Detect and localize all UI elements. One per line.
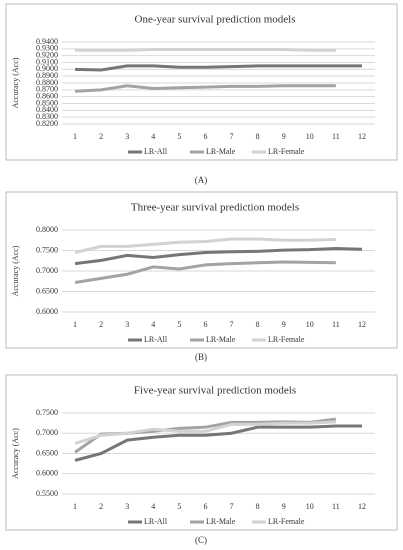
x-tick-label: 10 xyxy=(306,320,314,329)
x-tick-label: 11 xyxy=(332,502,340,511)
x-tick-label: 9 xyxy=(282,502,286,511)
legend-label: LR-All xyxy=(144,335,168,344)
chart-title: Three-year survival prediction models xyxy=(131,202,299,214)
x-tick-label: 11 xyxy=(332,320,340,329)
y-tick-label: 0.9200 xyxy=(36,50,58,59)
legend-label: LR-All xyxy=(144,517,168,526)
y-axis-label: Accuracy (Acc) xyxy=(11,245,20,296)
caption: (A) xyxy=(195,175,208,185)
x-tick-label: 1 xyxy=(73,502,77,511)
x-tick-label: 4 xyxy=(151,320,155,329)
x-tick-label: 11 xyxy=(332,132,340,141)
x-tick-label: 5 xyxy=(177,132,181,141)
data-line xyxy=(74,420,336,445)
y-tick-label: 0.8500 xyxy=(36,98,58,107)
data-line xyxy=(74,84,336,93)
y-tick-label: 0.7000 xyxy=(36,428,58,437)
y-tick-label: 0.9000 xyxy=(36,64,58,73)
y-tick-label: 0.8200 xyxy=(36,119,58,128)
y-tick-label: 0.7500 xyxy=(36,245,58,254)
x-tick-label: 8 xyxy=(256,502,260,511)
y-tick-label: 0.5500 xyxy=(36,489,58,498)
data-line xyxy=(74,237,336,255)
data-line xyxy=(75,48,336,52)
x-tick-label: 8 xyxy=(256,132,260,141)
x-tick-label: 8 xyxy=(256,320,260,329)
caption: (C) xyxy=(195,535,207,545)
legend-label: LR-All xyxy=(144,147,168,156)
x-tick-label: 7 xyxy=(230,132,234,141)
x-tick-label: 6 xyxy=(203,320,207,329)
y-tick-label: 0.6000 xyxy=(36,469,58,478)
y-tick-label: 0.8800 xyxy=(36,78,58,87)
y-tick-label: 0.8700 xyxy=(36,85,58,94)
data-line xyxy=(74,424,362,462)
legend-label: LR-Female xyxy=(268,147,305,156)
legend-label: LR-Male xyxy=(206,335,236,344)
chart-title: One-year survival prediction models xyxy=(135,14,296,26)
chart-frame xyxy=(5,191,398,349)
x-tick-label: 5 xyxy=(177,502,181,511)
chart-frame xyxy=(5,374,398,531)
y-axis-label: Accuracy (Acc) xyxy=(11,428,20,479)
x-tick-label: 4 xyxy=(151,132,155,141)
data-line xyxy=(75,64,362,72)
x-tick-label: 3 xyxy=(125,320,129,329)
x-tick-label: 2 xyxy=(99,132,103,141)
y-tick-label: 0.6000 xyxy=(36,307,58,316)
x-tick-label: 2 xyxy=(99,320,103,329)
x-tick-label: 10 xyxy=(306,502,314,511)
y-axis-label: Accuracy (Acc) xyxy=(11,57,20,108)
y-tick-label: 0.7000 xyxy=(36,266,58,275)
legend-label: LR-Male xyxy=(206,517,236,526)
x-tick-label: 6 xyxy=(203,502,207,511)
y-tick-label: 0.7500 xyxy=(36,408,58,417)
x-tick-label: 12 xyxy=(358,502,366,511)
x-tick-label: 12 xyxy=(358,320,366,329)
y-tick-label: 0.9400 xyxy=(36,37,58,46)
y-tick-label: 0.6500 xyxy=(36,448,58,457)
data-line xyxy=(74,260,336,284)
x-tick-label: 10 xyxy=(306,132,314,141)
x-tick-label: 7 xyxy=(230,502,234,511)
x-tick-label: 4 xyxy=(151,502,155,511)
y-tick-label: 0.8300 xyxy=(36,112,58,121)
y-tick-label: 0.8000 xyxy=(36,225,58,234)
x-tick-label: 1 xyxy=(73,132,77,141)
chart-frame xyxy=(5,3,398,161)
legend-label: LR-Female xyxy=(268,335,305,344)
y-tick-label: 0.6500 xyxy=(36,286,58,295)
y-tick-label: 0.8600 xyxy=(36,91,58,100)
y-tick-label: 0.9300 xyxy=(36,44,58,53)
chart-title: Five-year survival prediction models xyxy=(134,385,296,397)
y-tick-label: 0.9100 xyxy=(36,57,58,66)
x-tick-label: 7 xyxy=(230,320,234,329)
x-tick-label: 2 xyxy=(99,502,103,511)
data-line xyxy=(74,246,363,266)
x-tick-label: 3 xyxy=(125,132,129,141)
x-tick-label: 1 xyxy=(73,320,77,329)
x-tick-label: 6 xyxy=(203,132,207,141)
x-tick-label: 12 xyxy=(358,132,366,141)
legend-label: LR-Male xyxy=(206,147,236,156)
legend-label: LR-Female xyxy=(268,517,305,526)
x-tick-label: 3 xyxy=(125,502,129,511)
y-tick-label: 0.8400 xyxy=(36,105,58,114)
y-tick-label: 0.8900 xyxy=(36,71,58,80)
x-tick-label: 9 xyxy=(282,132,286,141)
caption: (B) xyxy=(195,352,207,362)
x-tick-label: 5 xyxy=(177,320,181,329)
x-tick-label: 9 xyxy=(282,320,286,329)
